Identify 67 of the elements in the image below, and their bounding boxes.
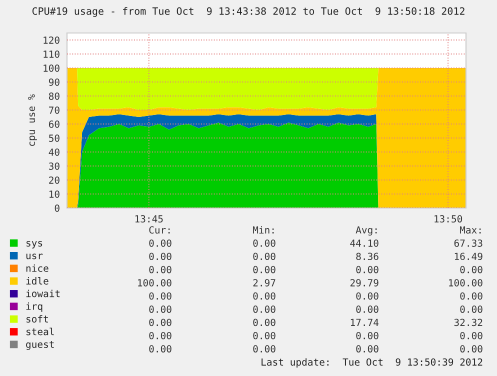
text: 0.00: [149, 318, 172, 326]
text: Last update: Tue Oct 9 13:50:39 2012: [262, 358, 482, 368]
text: 0.00: [460, 345, 482, 353]
y-tick-label: 110: [44, 50, 60, 58]
legend-label: iowait: [26, 290, 60, 298]
text: 0.00: [356, 306, 378, 313]
legend-label: soft: [26, 315, 48, 323]
legend-label: sys: [26, 240, 42, 248]
text: 0.00: [149, 266, 172, 274]
text: Avg:: [356, 226, 377, 236]
legend-label: steal: [26, 328, 54, 336]
text: 0.00: [149, 239, 172, 247]
text: 16.49: [454, 252, 482, 260]
text: 29.79: [350, 279, 378, 286]
text: 44.10: [350, 239, 378, 247]
chart-title: CPU#19 usage - from Tue Oct 9 13:43:38 2012 to Tue Oct 9 13:50:18 2012: [32, 7, 464, 17]
text: 0.00: [253, 318, 276, 326]
text: 0.00: [356, 332, 378, 340]
text: 0.00: [356, 345, 378, 353]
text: 100.00: [138, 279, 172, 286]
y-tick-label: 40: [48, 148, 60, 156]
y-tick-label: 50: [49, 134, 60, 142]
y-tick-label: 60: [48, 120, 60, 128]
text: 0.00: [253, 252, 276, 260]
text: 0.00: [356, 292, 378, 300]
y-tick-label: 0: [54, 204, 60, 212]
text: 0.00: [253, 332, 276, 340]
text: 0.00: [356, 266, 378, 274]
y-tick-label: 120: [44, 36, 60, 44]
legend-label: nice: [26, 264, 48, 272]
text: 0.00: [149, 332, 172, 340]
y-axis-title: cpu use %: [28, 94, 37, 146]
text: 0.00: [149, 345, 172, 353]
text: Max:: [460, 226, 481, 234]
text: 17.74: [350, 318, 379, 326]
text: 0.00: [149, 252, 172, 260]
y-tick-label: 70: [49, 106, 60, 114]
text: 0.00: [149, 306, 172, 313]
y-tick-label: 80: [48, 92, 60, 100]
text: 0.00: [460, 266, 482, 274]
y-tick-label: 10: [50, 190, 60, 198]
text: 0.00: [253, 292, 276, 300]
x-tick-label: 13:45: [135, 215, 163, 223]
text: 0.00: [253, 306, 276, 313]
text: Cur:: [149, 226, 170, 234]
legend-label: idle: [26, 277, 48, 285]
text: 0.00: [460, 306, 482, 313]
text: 0.00: [253, 239, 276, 247]
legend-label: irq: [26, 302, 42, 312]
y-tick-label: 90: [48, 78, 60, 86]
y-tick-label: 100: [44, 64, 60, 72]
text: 2.97: [253, 279, 276, 286]
legend-label: guest: [26, 340, 54, 350]
y-tick-label: 30: [49, 162, 60, 170]
text: 32.32: [454, 318, 482, 326]
text: 0.00: [253, 345, 276, 353]
text: 0.00: [149, 292, 172, 300]
y-tick-label: 20: [49, 176, 60, 184]
text: 0.00: [460, 292, 482, 300]
text: 100.00: [449, 279, 482, 286]
text: 0.00: [253, 266, 276, 274]
text: Min:: [252, 226, 274, 234]
x-tick-label: 13:50: [434, 215, 462, 223]
legend-label: usr: [26, 254, 43, 260]
text: 0.00: [460, 332, 482, 340]
text: 8.36: [356, 252, 378, 260]
text: 67.33: [454, 239, 482, 247]
